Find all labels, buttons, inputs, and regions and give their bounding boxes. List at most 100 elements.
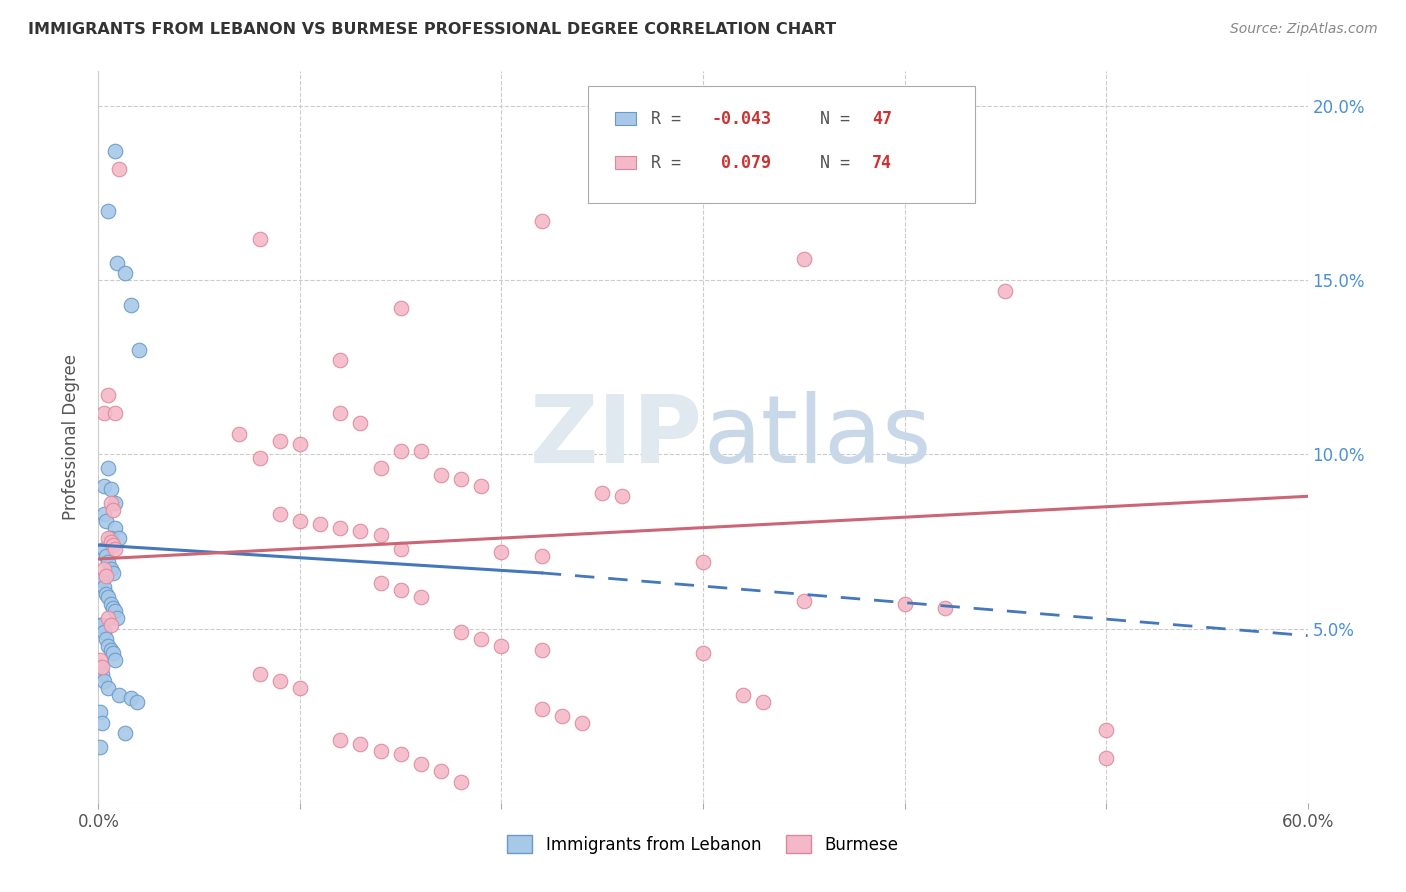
Point xyxy=(93,406,115,420)
Point xyxy=(329,521,352,535)
Text: R =: R = xyxy=(651,110,690,128)
Point xyxy=(793,252,815,267)
Point xyxy=(329,406,352,420)
Point xyxy=(97,681,120,695)
Point xyxy=(1095,723,1118,737)
Point xyxy=(103,541,125,556)
Point xyxy=(103,496,125,510)
Point xyxy=(349,524,371,538)
Point xyxy=(491,639,513,653)
Point xyxy=(591,485,613,500)
Point xyxy=(101,646,124,660)
Point xyxy=(103,406,125,420)
Point xyxy=(97,639,120,653)
Point xyxy=(370,576,392,591)
Point xyxy=(93,541,115,556)
Point xyxy=(530,642,553,657)
Point xyxy=(530,702,553,716)
Text: N =: N = xyxy=(800,110,859,128)
Point xyxy=(101,538,124,552)
Point xyxy=(934,600,956,615)
Point xyxy=(96,514,118,528)
Point xyxy=(1095,750,1118,764)
Point xyxy=(430,764,453,779)
Point xyxy=(409,757,432,772)
Point xyxy=(97,611,120,625)
Point xyxy=(329,733,352,747)
Point xyxy=(93,580,115,594)
Point xyxy=(93,625,115,640)
Point xyxy=(450,472,472,486)
Point xyxy=(389,541,412,556)
Point xyxy=(100,534,122,549)
Point xyxy=(551,708,574,723)
Text: ZIP: ZIP xyxy=(530,391,703,483)
Point xyxy=(349,737,371,751)
Point xyxy=(249,667,271,681)
Point xyxy=(450,775,472,789)
Text: IMMIGRANTS FROM LEBANON VS BURMESE PROFESSIONAL DEGREE CORRELATION CHART: IMMIGRANTS FROM LEBANON VS BURMESE PROFE… xyxy=(28,22,837,37)
Point xyxy=(89,618,111,632)
Point xyxy=(120,691,142,706)
FancyBboxPatch shape xyxy=(614,112,637,126)
Point xyxy=(96,549,118,563)
Point xyxy=(93,673,115,688)
Text: 74: 74 xyxy=(872,153,893,172)
Point xyxy=(97,388,120,402)
Point xyxy=(91,573,114,587)
Point xyxy=(389,747,412,761)
Point xyxy=(97,556,120,570)
Point xyxy=(530,549,553,563)
Text: R =: R = xyxy=(651,153,690,172)
Point xyxy=(389,444,412,458)
Point xyxy=(470,632,492,646)
Point xyxy=(101,600,124,615)
Point xyxy=(103,145,125,159)
Point xyxy=(530,214,553,228)
Text: N =: N = xyxy=(800,153,859,172)
Text: atlas: atlas xyxy=(703,391,931,483)
Point xyxy=(103,604,125,618)
Point xyxy=(288,681,311,695)
Text: Source: ZipAtlas.com: Source: ZipAtlas.com xyxy=(1230,22,1378,37)
Point xyxy=(692,646,714,660)
Point xyxy=(89,740,111,755)
Point xyxy=(96,632,118,646)
Point xyxy=(100,642,122,657)
Point xyxy=(994,284,1017,298)
Point xyxy=(349,416,371,430)
Point xyxy=(288,437,311,451)
Point xyxy=(107,688,129,702)
Point xyxy=(125,695,148,709)
Point xyxy=(249,450,271,465)
Point xyxy=(120,298,142,312)
Point xyxy=(89,660,111,674)
Point xyxy=(470,479,492,493)
FancyBboxPatch shape xyxy=(614,156,637,169)
Point xyxy=(89,653,111,667)
Y-axis label: Professional Degree: Professional Degree xyxy=(62,354,80,520)
Point xyxy=(733,688,755,702)
Point xyxy=(97,531,120,545)
Point xyxy=(96,587,118,601)
Text: 47: 47 xyxy=(872,110,893,128)
Point xyxy=(100,618,122,632)
Point xyxy=(491,545,513,559)
Point xyxy=(114,726,136,740)
Point xyxy=(101,566,124,580)
Point xyxy=(571,715,593,730)
Point xyxy=(409,444,432,458)
Point xyxy=(389,583,412,598)
Point xyxy=(103,521,125,535)
Point xyxy=(100,483,122,497)
Point xyxy=(370,461,392,475)
Point xyxy=(91,667,114,681)
Legend: Immigrants from Lebanon, Burmese: Immigrants from Lebanon, Burmese xyxy=(501,829,905,860)
Point xyxy=(107,161,129,176)
Point xyxy=(114,266,136,280)
Point xyxy=(450,625,472,640)
Point xyxy=(101,503,124,517)
Point xyxy=(793,594,815,608)
Point xyxy=(91,660,114,674)
Point xyxy=(93,507,115,521)
